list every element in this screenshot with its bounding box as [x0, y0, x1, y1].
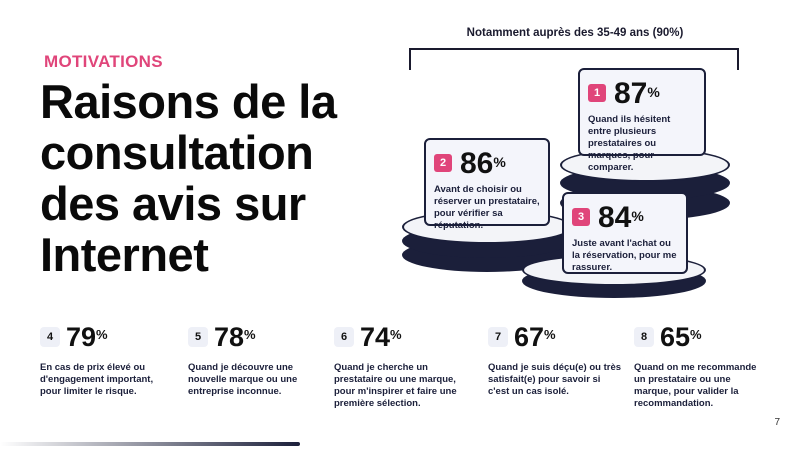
progress-bar — [0, 442, 300, 446]
stat-item-6: 6 74% Quand je cherche un prestataire ou … — [334, 322, 469, 410]
kicker: MOTIVATIONS — [44, 52, 163, 71]
percentage: 86% — [460, 147, 506, 180]
percentage: 65% — [660, 322, 702, 352]
percentage: 84% — [598, 201, 644, 234]
stat-description: Quand ils hésitent entre plusieurs prest… — [588, 114, 671, 173]
rank-badge: 6 — [334, 327, 354, 347]
stat-item-5: 5 78% Quand je découvre une nouvelle marq… — [188, 322, 323, 398]
rank-badge: 4 — [40, 327, 60, 347]
page-title: Raisons de la consultation des avis sur … — [40, 75, 337, 281]
percentage: 78% — [214, 322, 256, 352]
page-number: 7 — [774, 417, 780, 428]
percentage: 87% — [614, 77, 660, 110]
rank-badge: 8 — [634, 327, 654, 347]
stat-card-1: 1 87% Quand ils hésitent entre plusieurs … — [578, 68, 706, 173]
stat-description: Quand on me recommande un prestataire ou… — [634, 362, 757, 409]
bracket — [409, 48, 739, 70]
stat-description: Quand je suis déçu(e) ou très satisfait(… — [488, 362, 622, 397]
stat-description: En cas de prix élevé ou d'engagement imp… — [40, 362, 154, 397]
percentage: 67% — [514, 322, 556, 352]
stat-description: Quand je découvre une nouvelle marque ou… — [188, 362, 298, 397]
stat-item-7: 7 67% Quand je suis déçu(e) ou très satis… — [488, 322, 623, 398]
rank-badge: 1 — [588, 84, 606, 102]
bracket-label: Notamment auprès des 35-49 ans (90%) — [466, 27, 684, 39]
percentage: 79% — [66, 322, 108, 352]
stat-item-8: 8 65% Quand on me recommande un prestatai… — [634, 322, 769, 410]
stat-description: Juste avant l'achat ou la réservation, p… — [572, 238, 677, 273]
rank-badge: 2 — [434, 154, 452, 172]
stat-description: Avant de choisir ou réserver un prestata… — [434, 184, 540, 231]
stat-item-4: 4 79% En cas de prix élevé ou d'engagemen… — [40, 322, 175, 398]
rank-badge: 5 — [188, 327, 208, 347]
stat-card-3: 3 84% Juste avant l'achat ou la réservati… — [562, 192, 688, 274]
rank-badge: 7 — [488, 327, 508, 347]
rank-badge: 3 — [572, 208, 590, 226]
stat-description: Quand je cherche un prestataire ou une m… — [334, 362, 457, 409]
stat-card-2: 2 86% Avant de choisir ou réserver un pre… — [424, 138, 550, 231]
percentage: 74% — [360, 322, 402, 352]
